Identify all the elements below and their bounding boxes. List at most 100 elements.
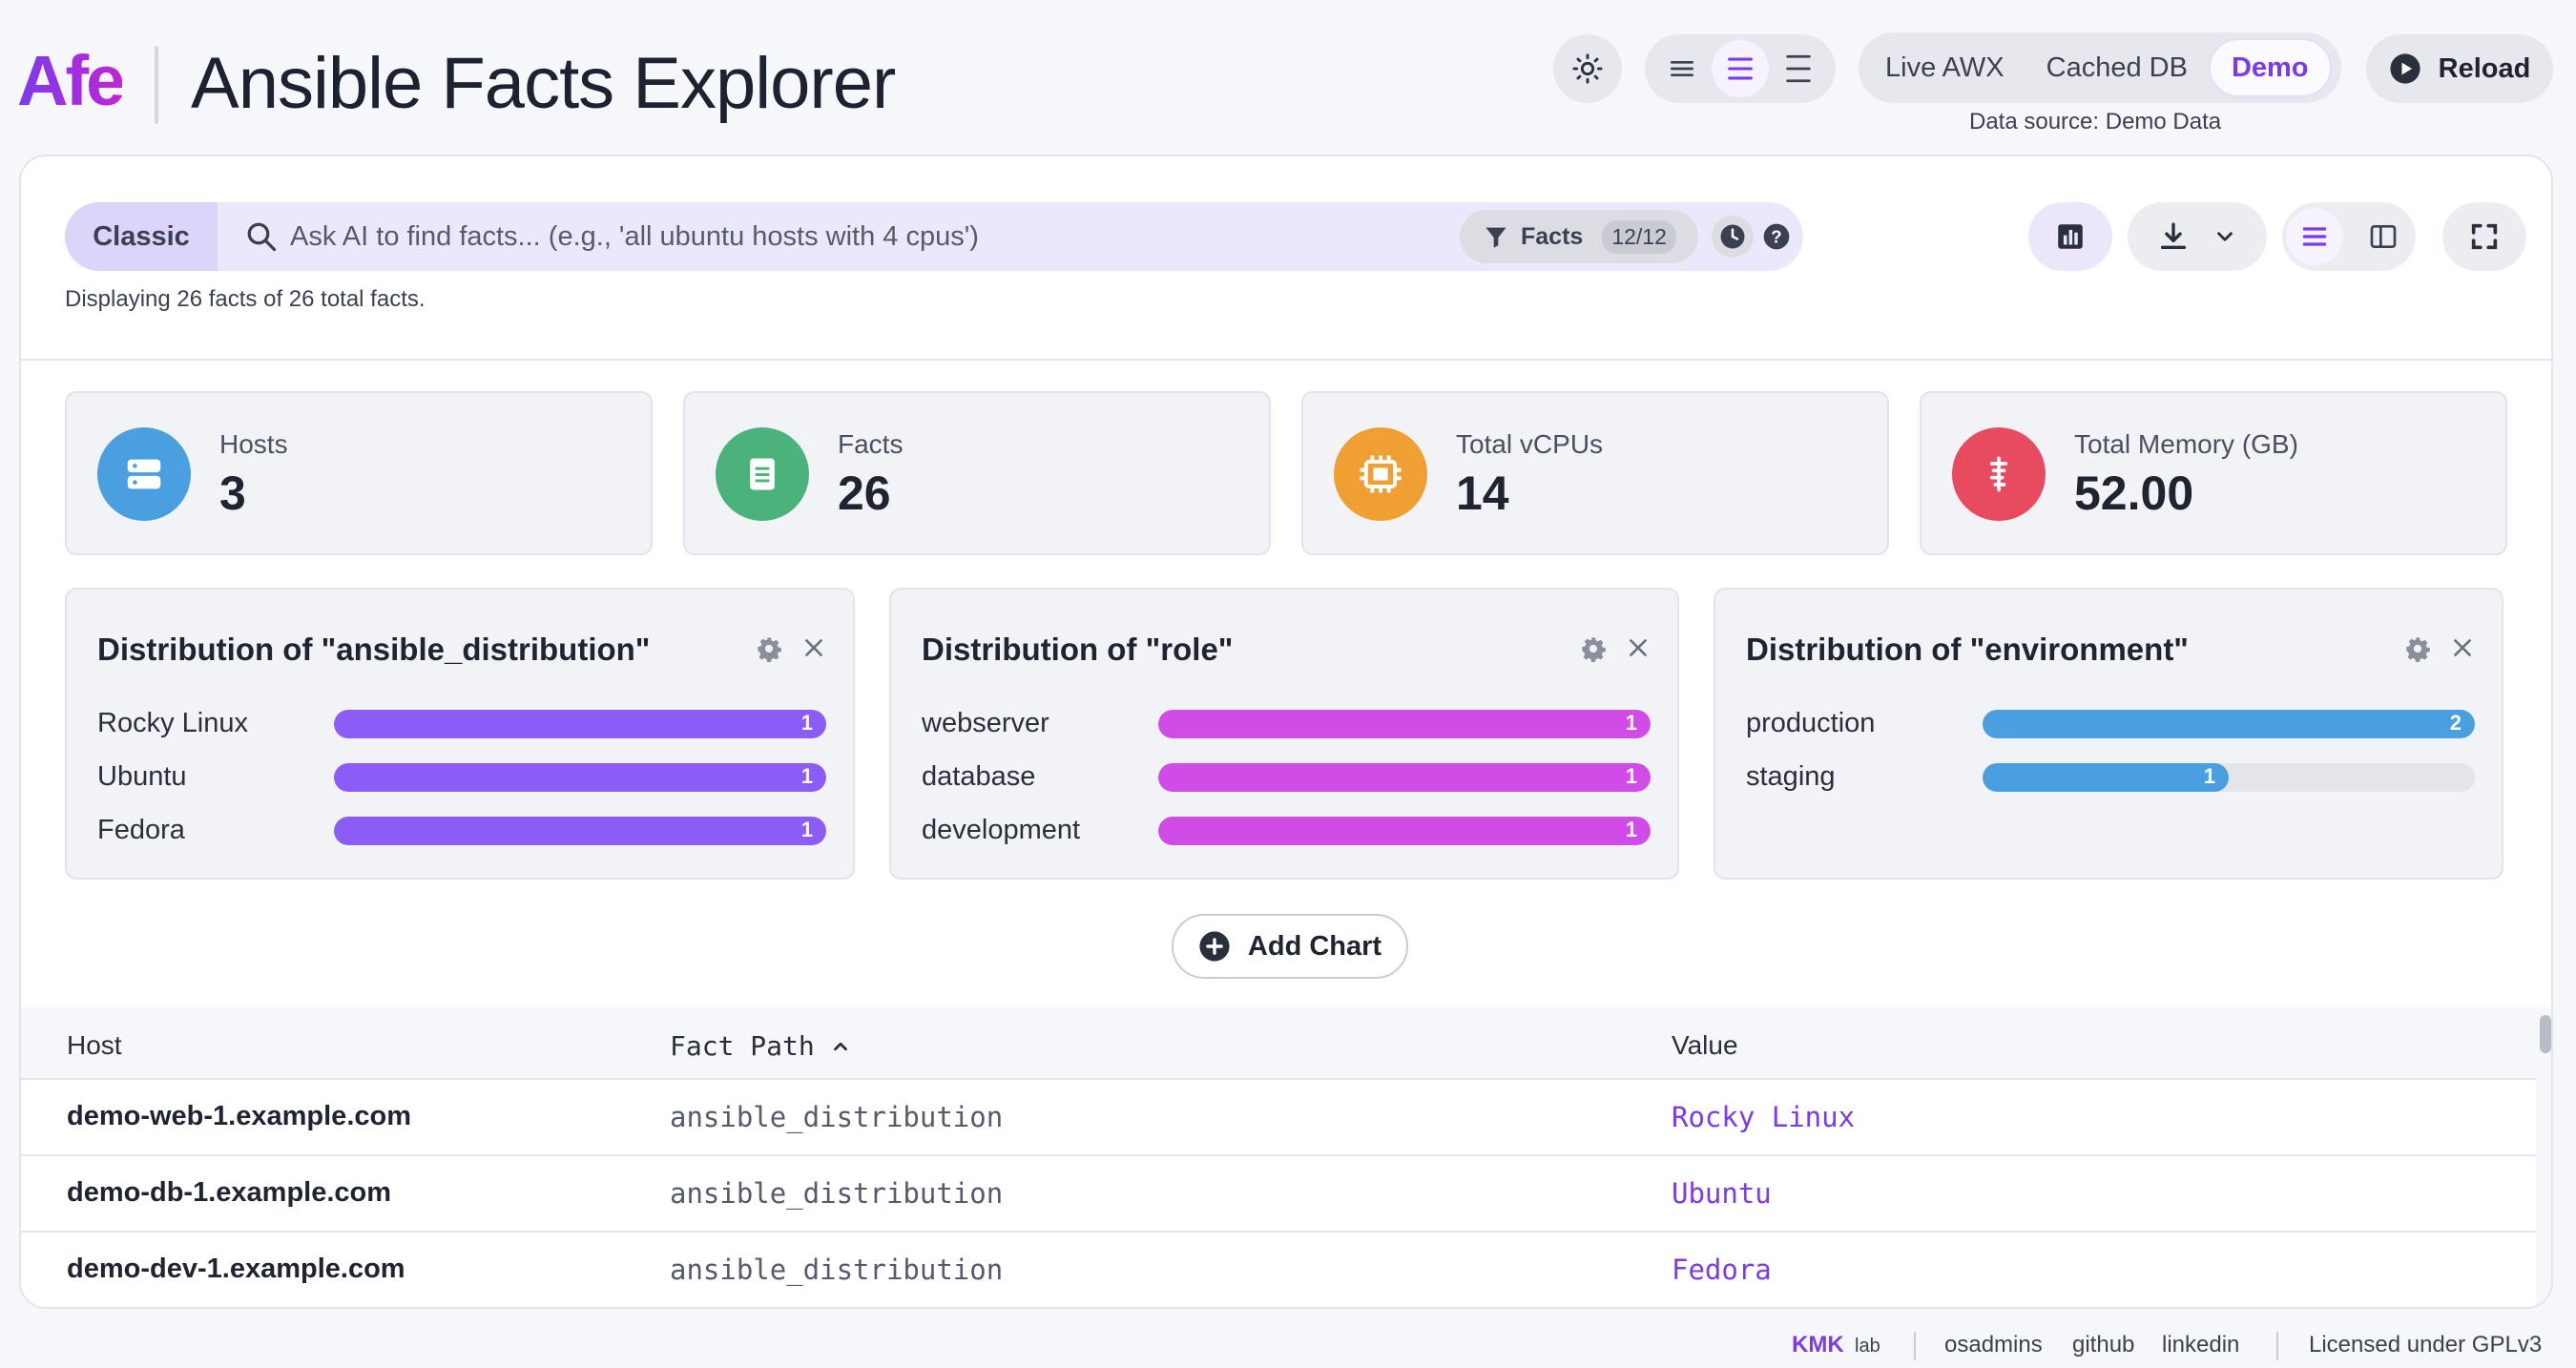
source-cached-db[interactable]: Cached DB <box>2046 52 2188 83</box>
cell-host: demo-dev-1.example.com <box>67 1254 405 1284</box>
stat-card-facts: Facts 26 <box>683 391 1271 555</box>
chart-bar-track[interactable]: 1 <box>334 710 826 738</box>
chart-bar-row: Fedora 1 <box>97 811 832 849</box>
chart-bar-label: webserver <box>922 708 1049 738</box>
table-row[interactable]: demo-db-1.example.com ansible_distributi… <box>21 1156 2536 1233</box>
chart-bar-label: development <box>922 815 1081 845</box>
footer-link-github[interactable]: github <box>2072 1332 2135 1358</box>
toggle-charts-button[interactable] <box>2028 202 2112 271</box>
stat-card-memory: Total Memory (GB) 52.00 <box>1920 391 2507 555</box>
footer-link-osadmins[interactable]: osadmins <box>1944 1332 2043 1358</box>
chart-bar-track[interactable]: 1 <box>1158 710 1651 738</box>
chart-bar-track[interactable]: 1 <box>1983 763 2475 792</box>
chart-title: Distribution of "environment" <box>1746 632 2189 667</box>
chart-bar-count: 1 <box>800 764 813 788</box>
chart-bar-count: 1 <box>1625 711 1637 735</box>
gear-icon[interactable] <box>756 635 782 662</box>
chart-bar-row: Rocky Linux 1 <box>97 704 832 742</box>
cell-value: Ubuntu <box>1672 1177 1772 1210</box>
chart-bar-count: 1 <box>800 711 813 735</box>
stat-label: Total vCPUs <box>1456 429 1604 459</box>
cell-fact-path: ansible_distribution <box>670 1254 1004 1286</box>
chart-bar-row: staging 1 <box>1746 757 2481 796</box>
source-demo[interactable]: Demo <box>2208 38 2332 97</box>
app-header: Afe Ansible Facts Explorer Live AWX Cach… <box>0 0 2576 153</box>
footer-brand[interactable]: KMK <box>1792 1332 1844 1358</box>
table-row[interactable]: demo-web-1.example.com ansible_distribut… <box>21 1080 2536 1156</box>
scrollbar-thumb[interactable] <box>2540 1015 2551 1053</box>
gear-icon[interactable] <box>1580 635 1607 662</box>
server-icon <box>127 459 161 489</box>
main-panel: Classic Facts 12/12 ? Displaying 26 fact… <box>19 155 2553 1309</box>
facts-filter-button[interactable]: Facts 12/12 <box>1460 210 1698 263</box>
chart-bar-row: webserver 1 <box>922 704 1656 742</box>
fullscreen-button[interactable] <box>2442 202 2526 271</box>
footer-brand-suffix: lab <box>1855 1336 1880 1357</box>
add-chart-button[interactable]: Add Chart <box>1172 914 1408 979</box>
stat-icon-bg <box>716 427 809 521</box>
classic-mode-button[interactable]: Classic <box>65 202 218 271</box>
help-button[interactable]: ? <box>1755 216 1797 258</box>
chart-bar-label: Ubuntu <box>97 761 187 792</box>
split-view-button[interactable] <box>2355 208 2412 265</box>
table-row[interactable]: demo-dev-1.example.com ansible_distribut… <box>21 1233 2536 1307</box>
chart-bar: 1 <box>1158 817 1651 845</box>
column-header-fact-path[interactable]: Fact Path <box>670 1030 851 1062</box>
close-icon[interactable] <box>1626 635 1651 660</box>
density-compact-button[interactable] <box>1653 40 1711 97</box>
search-icon <box>247 222 277 252</box>
cell-value: Rocky Linux <box>1672 1101 1856 1133</box>
chart-bar-row: database 1 <box>922 757 1656 796</box>
stat-label: Facts <box>838 429 904 459</box>
density-comfortable-button[interactable] <box>1770 40 1827 97</box>
list-view-button[interactable] <box>2286 208 2343 265</box>
table-header: Host Fact Path Value <box>21 1007 2536 1080</box>
search-input[interactable] <box>290 212 1473 261</box>
distribution-chart: Distribution of "role" webserver 1 databas… <box>889 588 1679 880</box>
compact-lines-icon <box>1670 60 1693 76</box>
chart-bar-track[interactable]: 1 <box>334 817 826 845</box>
chart-bar: 2 <box>1983 710 2475 738</box>
chart-bar-count: 1 <box>1625 764 1637 788</box>
export-button[interactable] <box>2128 202 2267 271</box>
source-live-awx[interactable]: Live AWX <box>1885 52 2005 83</box>
chevron-down-icon <box>2217 232 2233 241</box>
sort-ascending-icon <box>833 1042 847 1050</box>
density-normal-button[interactable] <box>1711 40 1769 97</box>
stat-value: 14 <box>1456 466 1509 520</box>
svg-text:?: ? <box>1771 227 1781 247</box>
view-mode-toggle <box>2282 202 2416 271</box>
distribution-chart: Distribution of "environment" production… <box>1714 588 2503 880</box>
stat-label: Total Memory (GB) <box>2074 429 2298 459</box>
chart-bar-track[interactable]: 1 <box>1158 763 1651 792</box>
chart-bar: 1 <box>334 763 826 792</box>
footer-divider <box>2276 1332 2278 1360</box>
history-button[interactable] <box>1712 216 1754 258</box>
gear-icon[interactable] <box>2404 635 2431 662</box>
chart-bar-label: Rocky Linux <box>97 708 248 738</box>
chart-bar-track[interactable]: 1 <box>1158 817 1651 845</box>
stat-label: Hosts <box>219 429 288 459</box>
chart-bar-track[interactable]: 2 <box>1983 710 2475 738</box>
chart-bar-row: development 1 <box>922 811 1656 849</box>
divider <box>21 359 2551 361</box>
close-icon[interactable] <box>2450 635 2475 660</box>
reload-button[interactable]: Reload <box>2366 34 2553 103</box>
search-bar: Classic Facts 12/12 ? <box>65 202 1803 271</box>
stat-value: 3 <box>219 466 246 520</box>
results-status: Displaying 26 facts of 26 total facts. <box>65 286 426 312</box>
close-icon[interactable] <box>801 635 826 660</box>
sidebar-layout-icon <box>2370 225 2397 248</box>
theme-toggle-button[interactable] <box>1553 34 1622 103</box>
table-scrollbar[interactable] <box>2536 1007 2551 1307</box>
chart-bar-count: 1 <box>2203 764 2215 788</box>
chart-bar-track[interactable]: 1 <box>334 763 826 792</box>
footer-link-linkedin[interactable]: linkedin <box>2162 1332 2240 1358</box>
stat-value: 26 <box>838 466 891 520</box>
memory-icon <box>1989 456 2008 492</box>
column-header-value[interactable]: Value <box>1672 1030 1738 1060</box>
cpu-icon <box>1360 455 1402 493</box>
column-header-host[interactable]: Host <box>67 1030 122 1060</box>
document-icon <box>750 458 775 490</box>
play-circle-icon <box>2390 53 2420 84</box>
